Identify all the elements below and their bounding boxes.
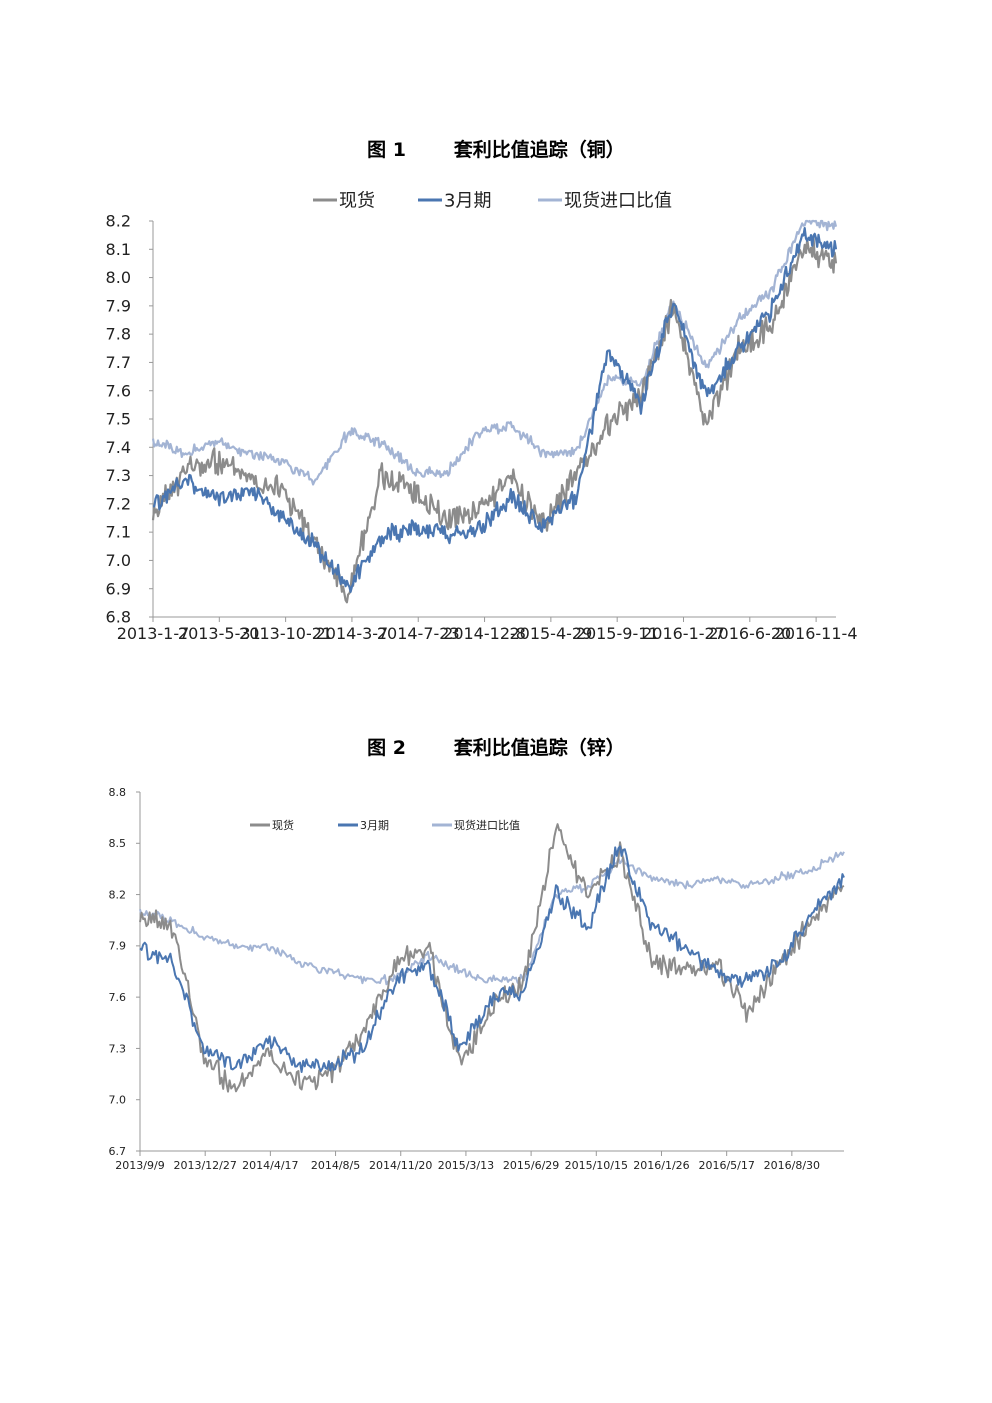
chart2-series-line-2 <box>139 851 845 986</box>
chart1-y-tick-label-3: 7.9 <box>106 296 131 315</box>
chart1-series-line-0 <box>151 236 838 604</box>
figure-1-title: 图 1 套利比值追踪（铜） <box>0 135 992 162</box>
chart1-y-tick-label-14: 6.8 <box>106 608 131 627</box>
figure-2-number: 图 2 <box>367 737 407 759</box>
figure-1-number: 图 1 <box>367 139 407 161</box>
chart2-x-tick-label-6: 2015/6/29 <box>503 1159 559 1172</box>
chart2-legend-label-0: 现货 <box>272 818 294 832</box>
chart2-legend-label-1: 3月期 <box>360 819 389 832</box>
chart1-x-tick-label-10: 2016-11-4 <box>775 624 858 643</box>
chart1-y-tick-label-6: 7.6 <box>106 381 131 400</box>
chart2-y-tick-label-1: 8.5 <box>109 837 127 850</box>
chart1-series-line-2 <box>151 219 838 486</box>
chart2-x-tick-label-4: 2014/11/20 <box>369 1159 432 1172</box>
chart2-y-tick-label-3: 7.9 <box>109 940 127 953</box>
chart2-series-line-1 <box>139 845 845 1073</box>
chart2-series-line-0 <box>139 823 845 1093</box>
chart1-legend-label-1: 3月期 <box>444 190 491 211</box>
chart2-y-tick-label-7: 6.7 <box>109 1145 127 1158</box>
chart1-x-tick-label-3: 2014-3-7 <box>316 624 389 643</box>
chart1-x-tick-label-0: 2013-1-7 <box>117 624 190 643</box>
chart1-y-tick-label-1: 8.1 <box>106 240 131 259</box>
chart1-legend-label-0: 现货 <box>339 190 375 211</box>
chart1-x-tick-label-2: 2013-10-21 <box>239 624 332 643</box>
chart1-y-tick-label-8: 7.4 <box>106 438 131 457</box>
figure-2-caption: 套利比值追踪（锌） <box>453 737 625 759</box>
chart2-x-tick-label-1: 2013/12/27 <box>173 1159 236 1172</box>
chart1-y-tick-label-10: 7.2 <box>106 494 131 513</box>
zinc-ratio-chart: 现货 3月期 现货进口比值8.88.58.27.97.67.37.06.72013/… <box>109 786 845 1172</box>
chart2-y-tick-label-4: 7.6 <box>109 991 127 1004</box>
figure-2-title: 图 2 套利比值追踪（锌） <box>0 733 992 760</box>
chart2-x-tick-label-7: 2015/10/15 <box>565 1159 628 1172</box>
chart1-x-tick-label-6: 2015-4-29 <box>509 624 592 643</box>
chart2-x-tick-label-0: 2013/9/9 <box>115 1159 164 1172</box>
chart1-x-tick-label-9: 2016-6-20 <box>708 624 791 643</box>
chart2-x-tick-label-2: 2014/4/17 <box>242 1159 298 1172</box>
chart1-y-tick-label-7: 7.5 <box>106 410 131 429</box>
chart1-y-tick-label-9: 7.3 <box>106 466 131 485</box>
chart1-x-tick-label-1: 2013-5-31 <box>178 624 261 643</box>
chart1-x-tick-label-7: 2015-9-11 <box>576 624 659 643</box>
chart1-y-tick-label-13: 6.9 <box>106 579 131 598</box>
chart1-y-tick-label-0: 8.2 <box>106 212 131 231</box>
figure-1-caption: 套利比值追踪（铜） <box>453 139 625 161</box>
chart1-y-tick-label-5: 7.7 <box>106 353 131 372</box>
copper-ratio-chart: 现货 3月期 现货进口比值 8.2 8.1 8.0 7.9 7.8 7.7 7.6 7.5 7.4 7.… <box>106 190 858 643</box>
chart1-y-tick-label-4: 7.8 <box>106 325 131 344</box>
chart1-y-tick-label-11: 7.1 <box>106 523 131 542</box>
chart2-y-tick-label-5: 7.3 <box>109 1042 127 1055</box>
chart2-x-tick-label-10: 2016/8/30 <box>764 1159 820 1172</box>
chart1-y-tick-label-12: 7.0 <box>106 551 131 570</box>
chart1-x-tick-label-5: 2014-12-8 <box>443 624 526 643</box>
chart2-y-tick-label-2: 8.2 <box>109 888 127 901</box>
chart1-x-tick-label-8: 2016-1-27 <box>642 624 725 643</box>
chart2-x-tick-label-5: 2015/3/13 <box>438 1159 494 1172</box>
chart2-y-tick-label-6: 7.0 <box>109 1094 127 1107</box>
chart2-x-tick-label-3: 2014/8/5 <box>311 1159 360 1172</box>
chart1-y-tick-label-2: 8.0 <box>106 268 131 287</box>
chart2-x-tick-label-9: 2016/5/17 <box>698 1159 754 1172</box>
chart2-x-tick-label-8: 2016/1/26 <box>633 1159 689 1172</box>
chart1-legend-label-2: 现货进口比值 <box>564 190 672 211</box>
chart2-y-tick-label-0: 8.8 <box>109 786 127 799</box>
chart1-x-tick-label-4: 2014-7-23 <box>377 624 460 643</box>
chart2-legend-label-2: 现货进口比值 <box>454 818 520 832</box>
chart1-series-line-1 <box>152 227 838 593</box>
